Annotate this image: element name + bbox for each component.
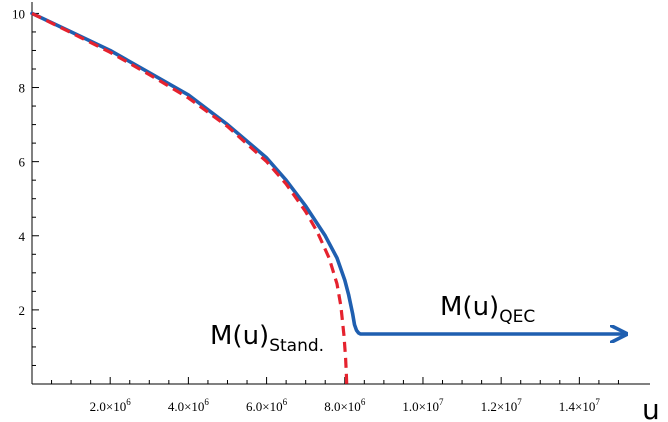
annotation-qec-sub: QEC [499,307,535,327]
annotation-standard: M(u)Stand. [210,321,324,356]
x-tick-label: 1.2×107 [481,397,523,414]
y-tick-label: 8 [19,81,26,96]
y-tick-label: 2 [19,303,26,318]
series-layer [30,11,622,385]
y-tick-label: 6 [19,155,26,170]
axes: 2 4 6 8 10 2.0×106 4.0×106 6.0×106 8.0×106 1.0×10… [12,2,650,414]
y-tick-label: 4 [19,229,26,244]
y-tick-label: 10 [12,6,25,21]
annotation-qec-base: M(u) [440,292,499,322]
x-tick-label: 1.4×107 [559,397,601,414]
x-axis-label: u [642,393,660,422]
annotation-standard-base: M(u) [210,321,269,351]
x-tick-label: 1.0×107 [402,397,444,414]
x-tick-label: 2.0×106 [90,397,132,414]
x-tick-label: 4.0×106 [168,397,210,414]
x-tick-label: 6.0×106 [246,397,288,414]
series-line-standard [31,11,349,385]
annotation-standard-sub: Stand. [269,336,324,356]
x-tick-label: 8.0×106 [324,397,366,414]
annotation-qec: M(u)QEC [440,292,535,327]
series-line-qec [30,11,622,334]
